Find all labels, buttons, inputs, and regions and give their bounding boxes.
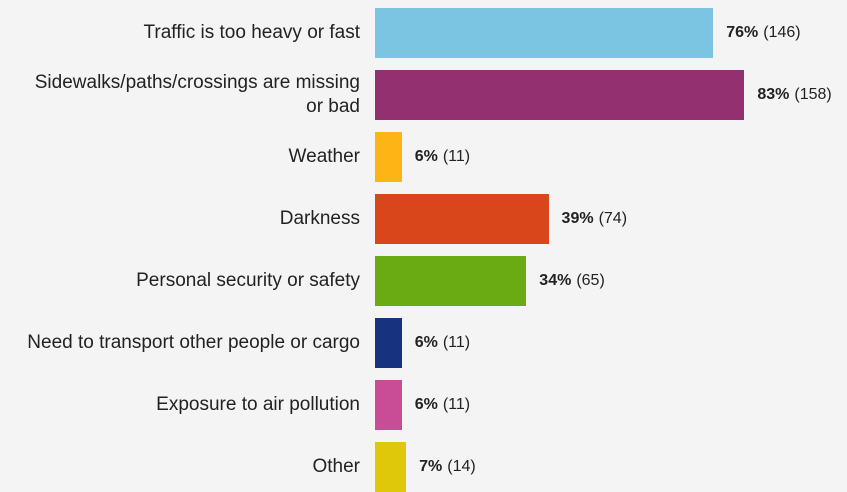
category-label: Personal security or safety	[136, 270, 360, 291]
bar	[375, 70, 745, 120]
data-label: 7% (14)	[419, 442, 476, 492]
bar	[375, 194, 549, 244]
data-label: 6% (11)	[415, 132, 470, 182]
bar-row: Other 7% (14)	[0, 442, 847, 492]
percent-label: 34%	[539, 272, 572, 289]
data-label: 39% (74)	[562, 194, 627, 244]
percent-label: 6%	[414, 148, 438, 165]
bar	[375, 318, 402, 368]
percent-label: 39%	[561, 210, 594, 227]
bar-row: Sidewalks/paths/crossings are missing or…	[0, 70, 847, 120]
category-label: Weather	[288, 146, 360, 167]
category-label: Sidewalks/paths/crossings are missing or…	[34, 72, 360, 117]
bar	[375, 442, 407, 492]
bar	[375, 132, 402, 182]
category-label: Darkness	[279, 208, 360, 229]
percent-label: 6%	[414, 396, 438, 413]
bar	[375, 256, 527, 306]
data-label: 6% (11)	[415, 318, 470, 368]
category-label: Traffic is too heavy or fast	[143, 22, 360, 43]
count-label: (11)	[442, 334, 471, 351]
count-label: (14)	[447, 458, 476, 475]
bar-row: Traffic is too heavy or fast 76% (146)	[0, 8, 847, 58]
percent-label: 6%	[414, 334, 438, 351]
bar-row: Need to transport other people or cargo 6…	[0, 318, 847, 368]
count-label: (158)	[794, 86, 832, 103]
count-label: (146)	[763, 24, 801, 41]
data-label: 83% (158)	[757, 70, 831, 120]
percent-label: 76%	[726, 24, 759, 41]
bar	[375, 8, 714, 58]
data-label: 6% (11)	[415, 380, 470, 430]
count-label: (11)	[442, 396, 471, 413]
percent-label: 83%	[757, 86, 790, 103]
count-label: (74)	[598, 210, 628, 227]
bar-row: Exposure to air pollution 6% (11)	[0, 380, 847, 430]
bar-row: Personal security or safety 34% (65)	[0, 256, 847, 306]
bar	[375, 380, 402, 430]
category-label: Exposure to air pollution	[156, 394, 360, 415]
count-label: (11)	[442, 148, 471, 165]
count-label: (65)	[576, 272, 605, 289]
bar-row: Weather 6% (11)	[0, 132, 847, 182]
category-label: Other	[312, 456, 360, 477]
percent-label: 7%	[419, 458, 443, 475]
data-label: 76% (146)	[726, 8, 800, 58]
data-label: 34% (65)	[539, 256, 604, 306]
category-label: Need to transport other people or cargo	[27, 332, 360, 353]
bar-row: Darkness 39% (74)	[0, 194, 847, 244]
